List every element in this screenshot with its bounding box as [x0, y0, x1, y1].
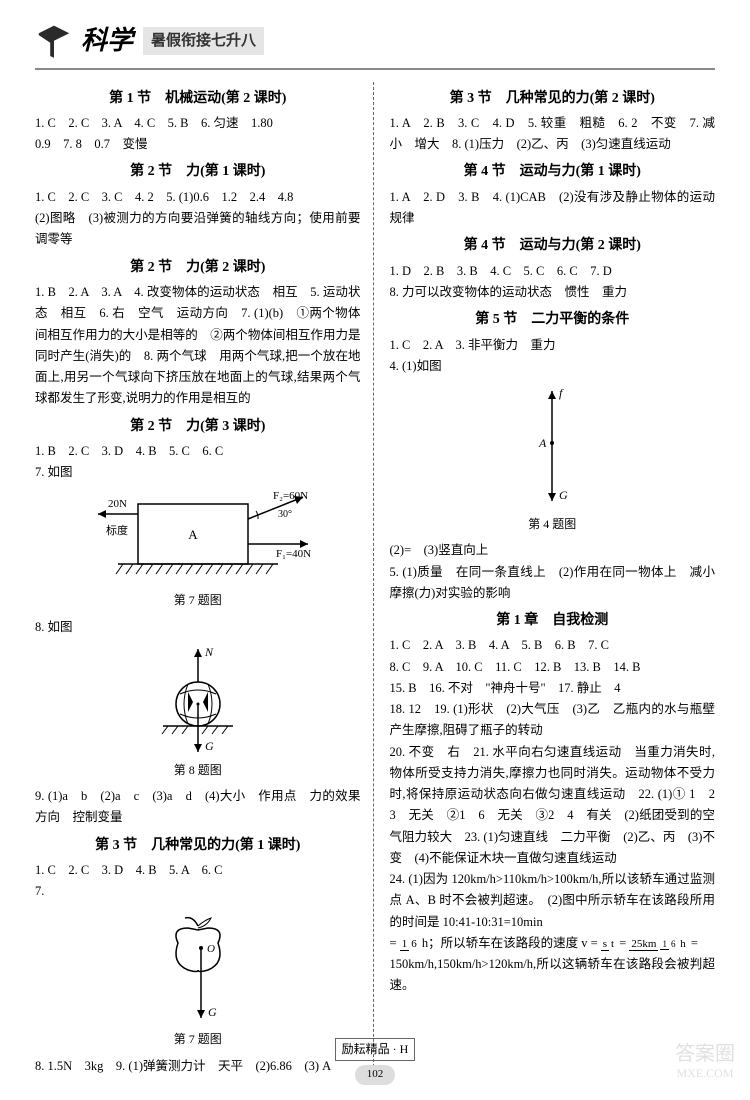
page-header: 科学 暑假衔接七升八 — [35, 20, 715, 70]
answer-line: (2)图略 (3)被测力的方向要沿弹簧的轴线方向；使用前要调零等 — [35, 208, 361, 251]
answer-line: 24. (1)因为 120km/h>110km/h>100km/h,所以该轿车通… — [390, 869, 716, 933]
section-title: 第 1 节 机械运动(第 2 课时) — [35, 88, 361, 110]
page-number: 102 — [355, 1065, 396, 1085]
section-title: 第 2 节 力(第 3 课时) — [35, 416, 361, 438]
section-title: 第 5 节 二力平衡的条件 — [390, 309, 716, 331]
answer-line: 7. — [35, 881, 361, 902]
left-column: 第 1 节 机械运动(第 2 课时) 1. C 2. C 3. A 4. C 5… — [35, 82, 374, 1077]
svg-text:F₁=40N: F₁=40N — [276, 548, 311, 560]
content-columns: 第 1 节 机械运动(第 2 课时) 1. C 2. C 3. A 4. C 5… — [35, 82, 715, 1077]
svg-text:20N: 20N — [108, 498, 127, 510]
answer-line: 1. A 2. D 3. B 4. (1)CAB (2)没有涉及静止物体的运动规… — [390, 187, 716, 230]
figure-8-ball-diagram: N G 第 8 题图 — [35, 644, 361, 780]
section-title: 第 2 节 力(第 2 课时) — [35, 257, 361, 279]
box-label: A — [188, 527, 198, 542]
right-column: 第 3 节 几种常见的力(第 2 课时) 1. A 2. B 3. C 4. D… — [390, 82, 716, 1077]
answer-line-fractions: = 16 h；所以轿车在该路段的速度 v = st = 25km16 h = — [390, 933, 716, 954]
answer-line: 18. 12 19. (1)形状 (2)大气压 (3)乙 乙瓶内的水与瓶壁产生摩… — [390, 699, 716, 742]
section-title: 第 2 节 力(第 1 课时) — [35, 161, 361, 183]
answer-line: 1. A 2. B 3. C 4. D 5. 较重 粗糙 6. 2 不变 7. … — [390, 113, 716, 156]
answer-line: 1. C 2. C 3. D 4. B 5. A 6. C — [35, 860, 361, 881]
figure-label: 第 7 题图 — [35, 591, 361, 610]
svg-text:F₂=60N: F₂=60N — [273, 490, 308, 502]
figure-label: 第 8 题图 — [35, 761, 361, 780]
answer-line: 8. 力可以改变物体的运动状态 惯性 重力 — [390, 282, 716, 303]
figure-apple-diagram: O G 第 7 题图 — [35, 908, 361, 1049]
answer-line: 5. (1)质量 在同一条直线上 (2)作用在同一物体上 减小摩擦(力)对实验的… — [390, 562, 716, 605]
answer-line: 1. B 2. C 3. D 4. B 5. C 6. C — [35, 441, 361, 462]
svg-text:A: A — [538, 436, 547, 450]
answer-line: 1. C 2. C 3. C 4. 2 5. (1)0.6 1.2 2.4 4.… — [35, 187, 361, 208]
answer-line: 20. 不变 右 21. 水平向右匀速直线运动 当重力消失时,物体所受支持力消失… — [390, 742, 716, 870]
svg-text:f: f — [559, 386, 564, 400]
answer-line: 1. C 2. A 3. B 4. A 5. B 6. B 7. C — [390, 635, 716, 656]
svg-text:30°: 30° — [278, 509, 292, 520]
section-title: 第 4 节 运动与力(第 2 课时) — [390, 235, 716, 257]
figure-7-force-diagram: A 20N 标度 30° F₂=60N F₁=40N — [35, 489, 361, 610]
page-footer: 励耘精品 · H 102 — [0, 1038, 750, 1085]
svg-text:G: G — [208, 1005, 217, 1019]
svg-text:G: G — [205, 739, 214, 753]
answer-line: 8. 如图 — [35, 617, 361, 638]
watermark: 答案圈 MXE.COM — [675, 1042, 735, 1080]
section-title: 第 3 节 几种常见的力(第 1 课时) — [35, 835, 361, 857]
answer-line: (2)= (3)竖直向上 — [390, 540, 716, 561]
answer-line: 150km/h,150km/h>120km/h,所以这辆轿车在该路段会被判超速。 — [390, 954, 716, 997]
figure-4-force-diagram: f A G 第 4 题图 — [390, 383, 716, 534]
section-title: 第 3 节 几种常见的力(第 2 课时) — [390, 88, 716, 110]
answer-line: 1. D 2. B 3. B 4. C 5. C 6. C 7. D — [390, 261, 716, 282]
answer-line: 1. C 2. A 3. 非平衡力 重力 — [390, 335, 716, 356]
svg-text:O: O — [207, 943, 215, 955]
answer-line: 1. C 2. C 3. A 4. C 5. B 6. 匀速 1.80 — [35, 113, 361, 134]
answer-line: 15. B 16. 不对 "神舟十号" 17. 静止 4 — [390, 678, 716, 699]
answer-line: 1. B 2. A 3. A 4. 改变物体的运动状态 相互 5. 运动状态 相… — [35, 282, 361, 410]
header-title: 科学 — [81, 20, 133, 62]
graduation-cap-icon — [35, 22, 73, 60]
footer-brand: 励耘精品 · H — [335, 1038, 416, 1061]
section-title: 第 1 章 自我检测 — [390, 610, 716, 632]
answer-line: 7. 如图 — [35, 462, 361, 483]
figure-label: 第 4 题图 — [390, 515, 716, 534]
section-title: 第 4 节 运动与力(第 1 课时) — [390, 161, 716, 183]
header-subtitle: 暑假衔接七升八 — [143, 27, 264, 55]
svg-text:G: G — [559, 488, 568, 502]
svg-text:N: N — [204, 645, 214, 659]
answer-line: 8. C 9. A 10. C 11. C 12. B 13. B 14. B — [390, 657, 716, 678]
answer-line: 0.9 7. 8 0.7 变慢 — [35, 134, 361, 155]
svg-text:标度: 标度 — [106, 523, 128, 537]
answer-line: 4. (1)如图 — [390, 356, 716, 377]
answer-line: 9. (1)a b (2)a c (3)a d (4)大小 作用点 力的效果 方… — [35, 786, 361, 829]
